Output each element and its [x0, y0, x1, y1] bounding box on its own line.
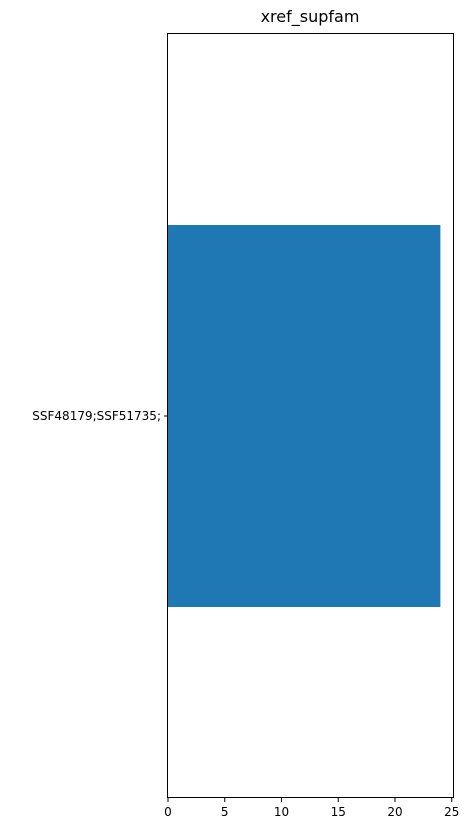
bar [168, 225, 441, 607]
x-tick-label: 25 [444, 805, 459, 819]
bars-group [168, 225, 441, 607]
y-tick-label: SSF48179;SSF51735; [32, 409, 161, 423]
x-tick-label: 10 [274, 805, 289, 819]
chart-title: xref_supfam [261, 7, 360, 27]
plot-frame [167, 33, 454, 798]
x-tick-label: 15 [331, 805, 346, 819]
x-tick-label: 0 [164, 805, 172, 819]
x-axis: 0 5 10 15 20 25 [164, 798, 459, 819]
x-tick-label: 5 [221, 805, 229, 819]
y-axis: SSF48179;SSF51735; [32, 409, 168, 423]
x-tick-label: 20 [387, 805, 402, 819]
